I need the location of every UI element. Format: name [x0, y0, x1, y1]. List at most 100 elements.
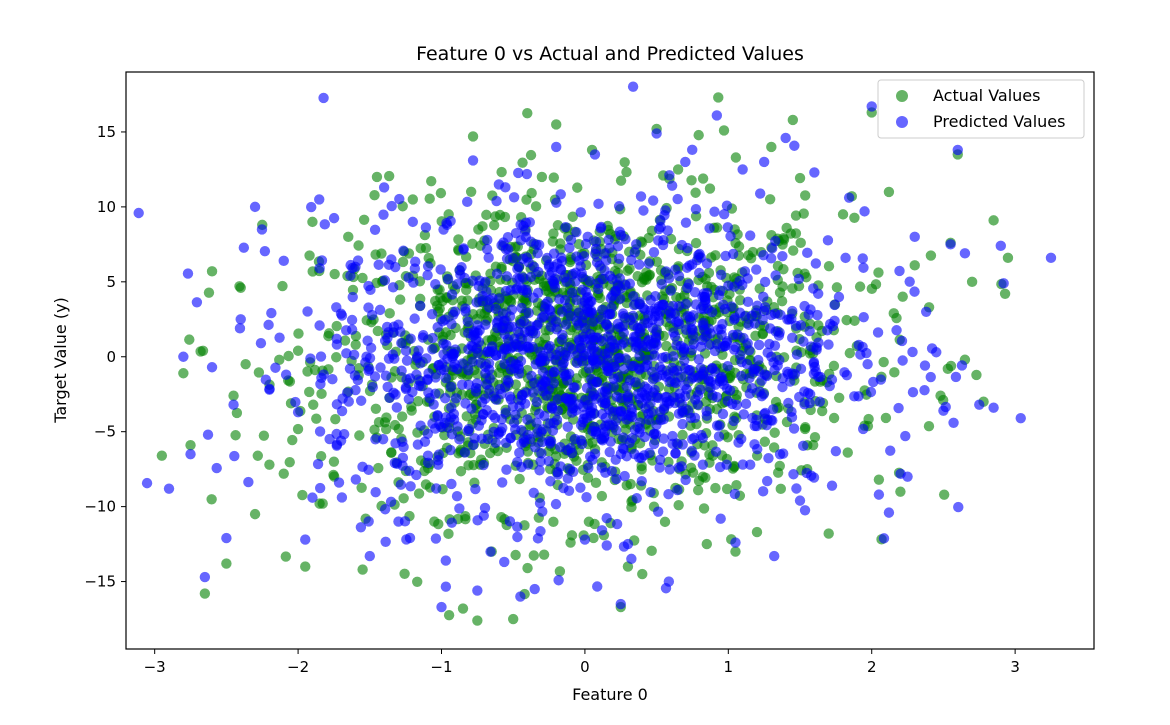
actual-point	[526, 187, 537, 199]
predicted-point	[377, 434, 389, 445]
predicted-point	[446, 402, 457, 413]
predicted-point	[787, 332, 798, 344]
predicted-point	[373, 259, 384, 270]
actual-point	[420, 479, 432, 490]
predicted-point	[393, 516, 404, 527]
predicted-point	[502, 232, 514, 243]
predicted-point	[473, 280, 484, 292]
predicted-point	[389, 457, 400, 469]
predicted-point	[636, 476, 647, 487]
predicted-point	[720, 340, 731, 352]
predicted-point	[745, 459, 756, 470]
predicted-point	[470, 386, 482, 397]
predicted-point	[454, 434, 465, 445]
predicted-point	[865, 386, 877, 398]
predicted-point	[314, 320, 325, 331]
predicted-point	[798, 336, 809, 347]
actual-point	[235, 282, 246, 294]
actual-point	[178, 368, 189, 379]
actual-point	[776, 296, 788, 307]
predicted-point	[668, 351, 679, 362]
predicted-point	[673, 270, 685, 282]
actual-point	[308, 399, 319, 410]
actual-point	[372, 325, 384, 337]
predicted-point	[680, 298, 692, 310]
actual-point	[315, 451, 327, 462]
predicted-point	[938, 405, 949, 416]
actual-point	[311, 413, 322, 424]
predicted-point	[422, 457, 434, 469]
predicted-point	[446, 478, 457, 490]
predicted-point	[620, 280, 631, 291]
actual-point	[253, 367, 265, 378]
predicted-point	[718, 299, 729, 310]
predicted-point	[535, 526, 546, 537]
predicted-point	[391, 402, 403, 413]
predicted-point	[896, 335, 908, 347]
predicted-point	[383, 353, 395, 364]
predicted-point	[426, 308, 438, 320]
predicted-point	[357, 461, 368, 473]
actual-point	[397, 256, 409, 268]
predicted-point	[552, 405, 564, 416]
actual-point	[185, 439, 196, 451]
actual-point	[637, 568, 648, 580]
predicted-point	[379, 504, 391, 515]
predicted-point	[624, 375, 636, 386]
actual-point	[880, 412, 892, 424]
predicted-point	[830, 445, 842, 457]
predicted-point	[604, 446, 615, 458]
predicted-point	[336, 405, 348, 417]
predicted-point	[799, 505, 811, 516]
predicted-point	[565, 442, 576, 454]
actual-point	[426, 175, 437, 187]
predicted-point	[449, 306, 461, 317]
actual-point	[304, 386, 315, 398]
actual-point	[690, 187, 701, 198]
predicted-point	[380, 536, 391, 547]
actual-point	[849, 315, 860, 326]
y-tick-label: −15	[84, 573, 116, 591]
actual-point	[536, 171, 548, 183]
predicted-point	[454, 503, 465, 514]
actual-point	[621, 166, 632, 178]
predicted-point	[516, 390, 528, 401]
actual-point	[358, 214, 370, 225]
predicted-point	[534, 356, 546, 368]
predicted-point	[595, 314, 607, 325]
predicted-point	[705, 376, 716, 387]
y-tick-label: −5	[94, 423, 116, 441]
predicted-point	[811, 344, 822, 356]
predicted-point	[707, 362, 718, 374]
predicted-point	[306, 201, 317, 213]
predicted-point	[759, 276, 771, 288]
y-axis-ticks: −15 −10 −5 0 5 10 15	[84, 123, 126, 591]
predicted-point	[498, 344, 510, 355]
predicted-point	[740, 398, 752, 410]
predicted-point	[405, 333, 416, 344]
predicted-point	[686, 344, 698, 356]
predicted-point	[545, 418, 556, 429]
actual-point	[278, 468, 289, 479]
predicted-point	[530, 328, 541, 339]
predicted-point	[647, 314, 658, 326]
predicted-point	[571, 350, 582, 361]
predicted-point	[714, 461, 726, 473]
predicted-point	[998, 278, 1009, 289]
predicted-point	[266, 307, 277, 319]
predicted-point	[765, 253, 777, 264]
actual-point	[757, 329, 768, 340]
actual-point	[499, 211, 511, 223]
legend: Actual Values Predicted Values	[877, 79, 1085, 139]
predicted-point	[605, 308, 616, 320]
predicted-point	[503, 377, 514, 388]
predicted-point	[791, 483, 802, 494]
predicted-point	[814, 396, 826, 407]
actual-point	[258, 430, 270, 441]
x-tick-label: −3	[144, 658, 166, 676]
predicted-point	[452, 421, 463, 432]
predicted-point	[645, 487, 656, 498]
legend-frame	[877, 79, 1085, 139]
actual-point	[445, 329, 456, 341]
predicted-point	[546, 312, 557, 323]
